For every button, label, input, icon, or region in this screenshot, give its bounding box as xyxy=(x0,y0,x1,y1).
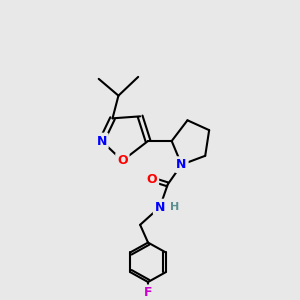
Text: N: N xyxy=(176,158,187,171)
Text: O: O xyxy=(147,173,157,186)
Text: N: N xyxy=(97,134,107,148)
Text: N: N xyxy=(155,201,165,214)
Text: O: O xyxy=(117,154,128,167)
Text: F: F xyxy=(144,286,152,299)
Text: H: H xyxy=(170,202,179,212)
